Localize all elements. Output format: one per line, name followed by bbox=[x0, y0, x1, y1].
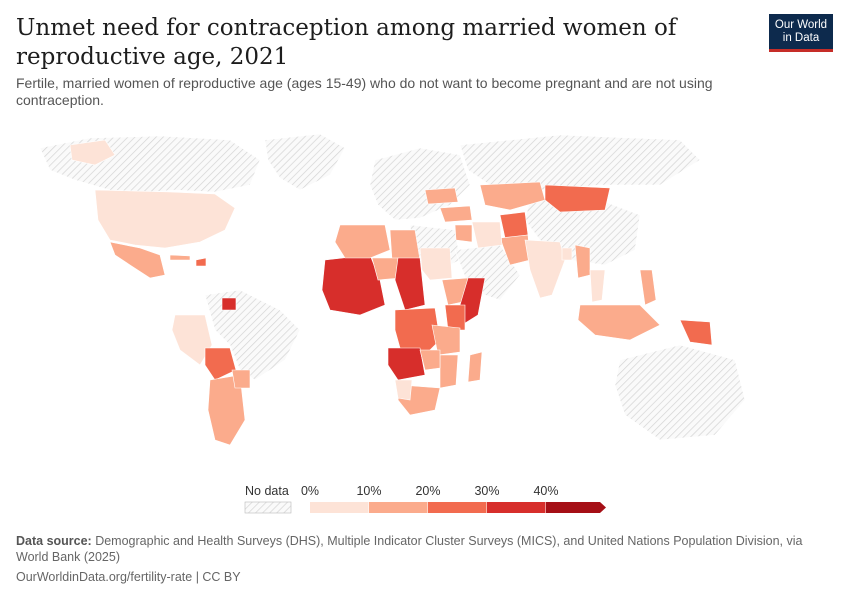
region-madagascar[interactable] bbox=[467, 351, 483, 383]
no-data-land bbox=[39, 133, 746, 441]
region-somalia[interactable] bbox=[459, 277, 486, 326]
legend-tick-labels: 0% 10% 20% 30% 40% bbox=[301, 484, 559, 498]
footer-url[interactable]: OurWorldinData.org/fertility-rate | CC B… bbox=[16, 570, 241, 584]
legend-bin-1 bbox=[369, 502, 428, 513]
legend-bin-4 bbox=[546, 502, 606, 513]
region-guyana[interactable] bbox=[221, 297, 237, 311]
legend-tick-1: 10% bbox=[356, 484, 381, 498]
footer-source: Data source: Demographic and Health Surv… bbox=[16, 533, 816, 565]
region-paraguay[interactable] bbox=[231, 369, 251, 389]
region-philippines[interactable] bbox=[639, 269, 657, 306]
logo-line-2: in Data bbox=[782, 32, 820, 44]
region-cuba[interactable] bbox=[169, 254, 191, 261]
region-haiti[interactable] bbox=[195, 257, 207, 267]
region-peru[interactable] bbox=[171, 314, 213, 366]
region-mozambique[interactable] bbox=[439, 354, 459, 389]
chart-title: Unmet need for contraception among marri… bbox=[16, 15, 677, 70]
chart-subtitle: Fertile, married women of reproductive a… bbox=[16, 75, 713, 108]
region-kenya[interactable] bbox=[444, 304, 466, 331]
region-iran[interactable] bbox=[471, 221, 503, 249]
region-libya[interactable] bbox=[389, 229, 421, 261]
region-west-africa[interactable] bbox=[321, 254, 386, 316]
region-thailand[interactable] bbox=[589, 269, 606, 303]
region-kazakhstan[interactable] bbox=[479, 181, 546, 211]
region-iraq[interactable] bbox=[454, 224, 473, 243]
legend-color-bins bbox=[310, 502, 606, 513]
region-namibia[interactable] bbox=[394, 379, 413, 401]
region-ukraine[interactable] bbox=[424, 187, 459, 205]
world-map[interactable] bbox=[0, 130, 850, 460]
legend-no-data-swatch bbox=[244, 501, 292, 514]
data-regions bbox=[69, 139, 713, 446]
region-afghanistan[interactable] bbox=[499, 211, 529, 239]
source-label: Data source: bbox=[16, 534, 92, 548]
owid-logo[interactable]: Our World in Data bbox=[769, 14, 833, 52]
region-algeria[interactable] bbox=[334, 224, 391, 259]
legend-bin-0 bbox=[310, 502, 369, 513]
region-papua-new-guinea[interactable] bbox=[679, 319, 713, 346]
legend-tick-4: 40% bbox=[533, 484, 558, 498]
region-sudan[interactable] bbox=[419, 247, 453, 281]
region-bangladesh[interactable] bbox=[561, 247, 573, 261]
region-indonesia[interactable] bbox=[577, 304, 661, 341]
legend-no-data-label: No data bbox=[245, 484, 289, 498]
legend-tick-2: 20% bbox=[415, 484, 440, 498]
legend-bin-2 bbox=[428, 502, 487, 513]
source-text: Demographic and Health Surveys (DHS), Mu… bbox=[16, 534, 803, 564]
region-turkey[interactable] bbox=[439, 205, 473, 223]
region-bolivia[interactable] bbox=[204, 347, 237, 381]
region-zambia[interactable] bbox=[419, 349, 441, 371]
logo-line-1: Our World bbox=[774, 19, 828, 31]
region-greenland[interactable] bbox=[69, 139, 116, 166]
region-mongolia[interactable] bbox=[544, 184, 611, 213]
region-north-america[interactable] bbox=[94, 189, 236, 249]
region-tanzania[interactable] bbox=[431, 324, 461, 356]
region-chad[interactable] bbox=[394, 257, 426, 311]
legend-tick-0: 0% bbox=[301, 484, 319, 498]
legend-bin-3 bbox=[487, 502, 546, 513]
region-mexico[interactable] bbox=[109, 241, 166, 279]
region-myanmar[interactable] bbox=[574, 244, 591, 279]
legend-tick-3: 30% bbox=[474, 484, 499, 498]
region-india[interactable] bbox=[524, 239, 566, 299]
region-angola[interactable] bbox=[387, 347, 426, 381]
legend: No data 0% 10% 20% 30% 40% bbox=[244, 484, 606, 514]
